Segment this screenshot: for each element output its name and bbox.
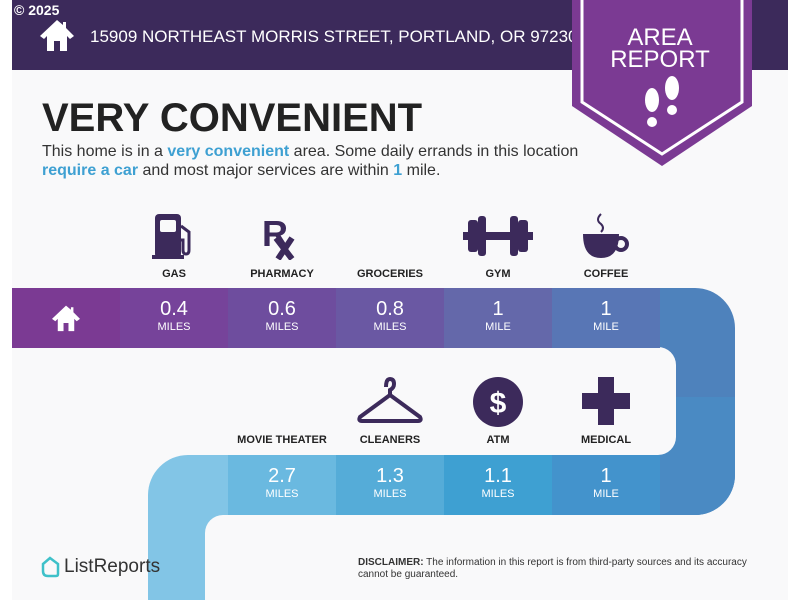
label-movie-theater: MOVIE THEATER	[237, 434, 327, 446]
distance-medical: 1 MILE	[552, 455, 660, 515]
area-report: © 2025 15909 NORTHEAST MORRIS STREET, PO…	[12, 0, 788, 600]
distance-value: 2.7	[268, 465, 296, 487]
distance-value: 1	[492, 298, 504, 320]
dollar-icon: $	[444, 377, 552, 427]
label-cleaners: CLEANERS	[359, 434, 421, 446]
distance-value: 0.6	[268, 298, 296, 320]
distance-unit: MILES	[265, 488, 299, 500]
gas-pump-icon	[120, 212, 228, 260]
label-coffee: COFFEE	[583, 268, 629, 280]
svg-text:$: $	[490, 387, 507, 420]
home-icon	[52, 305, 80, 332]
distance-unit: MILE	[485, 321, 511, 333]
area-report-badge: AREA REPORT	[570, 0, 754, 171]
distance-unit: MILE	[593, 321, 619, 333]
distance-pharmacy: 0.6 MILES	[228, 288, 336, 348]
distance-value: 1.3	[376, 465, 404, 487]
path-inner-gap-left	[205, 515, 325, 600]
distance-value: 1.1	[484, 465, 512, 487]
grocery-icon	[336, 212, 444, 260]
distance-cleaners: 1.3 MILES	[336, 455, 444, 515]
page-title: VERY CONVENIENT	[42, 96, 423, 140]
distance-unit: MILES	[373, 321, 407, 333]
label-gym: GYM	[485, 268, 511, 280]
footprints-icon	[645, 76, 679, 127]
distance-unit: MILES	[265, 321, 299, 333]
distance-movie-theater: 2.7 MILES	[228, 455, 336, 515]
description: This home is in a very convenient area. …	[42, 143, 579, 179]
label-groceries: GROCERIES	[356, 268, 423, 280]
coffee-cup-icon	[552, 212, 660, 262]
distance-groceries: 0.8 MILES	[336, 288, 444, 348]
distance-value: 0.4	[160, 298, 188, 320]
badge-line1: AREA	[627, 24, 693, 51]
home-icon	[40, 20, 74, 51]
hanger-icon	[336, 377, 444, 425]
movie-icon	[228, 377, 336, 425]
distance-value: 1	[600, 298, 612, 320]
dumbbell-icon	[444, 212, 552, 260]
listreports-logo: ListReports	[40, 556, 160, 578]
distance-gym: 1 MILE	[444, 288, 552, 348]
distance-gas: 0.4 MILES	[120, 288, 228, 348]
distance-unit: MILE	[593, 488, 619, 500]
home-cell	[12, 288, 120, 348]
distance-unit: MILES	[157, 321, 191, 333]
distance-value: 0.8	[376, 298, 404, 320]
distance-unit: MILES	[481, 488, 515, 500]
rx-icon: R	[228, 212, 336, 260]
medical-cross-icon	[552, 377, 660, 425]
badge-line2: REPORT	[610, 46, 710, 73]
disclaimer: DISCLAIMER: The information in this repo…	[358, 557, 747, 580]
copyright: © 2025	[14, 2, 60, 18]
distance-atm: 1.1 MILES	[444, 455, 552, 515]
distance-coffee: 1 MILE	[552, 288, 660, 348]
label-gas: GAS	[162, 268, 186, 280]
distance-unit: MILES	[373, 488, 407, 500]
distance-value: 1	[600, 465, 612, 487]
label-atm: ATM	[486, 434, 510, 446]
label-pharmacy: PHARMACY	[250, 268, 314, 280]
address: 15909 NORTHEAST MORRIS STREET, PORTLAND,…	[90, 27, 578, 46]
label-medical: MEDICAL	[580, 434, 632, 446]
